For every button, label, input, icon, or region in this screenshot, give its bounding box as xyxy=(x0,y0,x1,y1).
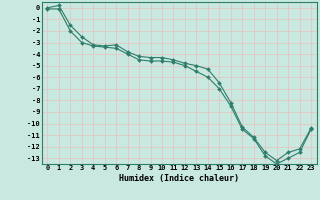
X-axis label: Humidex (Indice chaleur): Humidex (Indice chaleur) xyxy=(119,174,239,183)
